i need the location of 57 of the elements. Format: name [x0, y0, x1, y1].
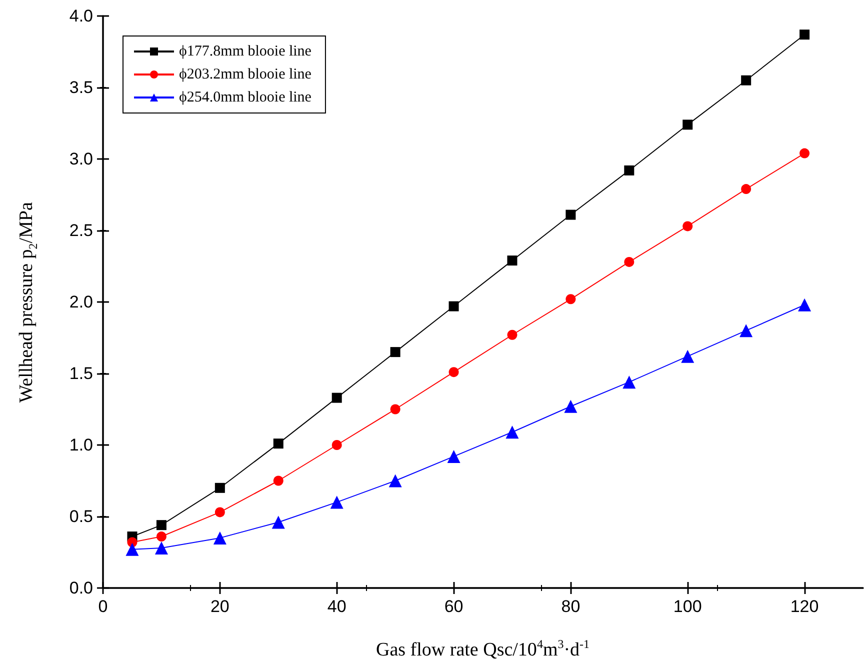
point [741, 75, 752, 86]
point [682, 221, 693, 232]
x-tick-label: 60 [444, 597, 464, 616]
y-tick-label: 3.5 [69, 78, 93, 97]
y-tick-label: 0.0 [69, 578, 93, 598]
x-tick-label: 20 [210, 597, 230, 616]
point [447, 450, 460, 463]
x-tick-label: 80 [561, 597, 580, 616]
point [507, 256, 518, 266]
x-tick-label: 100 [673, 597, 702, 616]
point [507, 330, 518, 340]
x-tick-label: 0 [98, 597, 108, 616]
point [682, 120, 693, 130]
point [566, 210, 576, 220]
point [624, 256, 634, 267]
point [273, 476, 284, 486]
point [213, 531, 226, 544]
point [681, 350, 694, 363]
point [448, 367, 459, 378]
y-tick-label: 0.5 [69, 507, 93, 526]
point [214, 507, 225, 518]
point [154, 541, 168, 554]
point [330, 496, 344, 509]
x-tick-label: 120 [790, 597, 819, 616]
point [126, 542, 139, 556]
legend-label: ϕ177.8mm blooie line [179, 44, 312, 60]
y-tick-label: 4.0 [69, 6, 93, 26]
y-tick-label: 1.0 [69, 436, 93, 454]
point [448, 301, 459, 312]
point [332, 392, 342, 403]
point [566, 294, 576, 304]
point [273, 438, 284, 449]
point [272, 516, 285, 529]
point [798, 298, 812, 312]
y-tick-label: 2.5 [69, 221, 93, 240]
point [506, 426, 519, 439]
y-tick-label: 3.0 [69, 150, 93, 168]
legend-label: ϕ203.2mm blooie line [179, 66, 312, 82]
point [332, 440, 342, 450]
point [156, 520, 166, 530]
point [390, 347, 400, 358]
y-tick-label: 1.5 [69, 364, 93, 383]
point [156, 532, 166, 542]
point [622, 376, 636, 389]
point [800, 30, 810, 40]
point [388, 474, 402, 488]
point [564, 400, 578, 413]
point [214, 482, 225, 493]
x-axis-title: Gas flow rate Qsc/10$^{4}$m$^{3}$·d$^{-1}$ [376, 637, 590, 662]
point [740, 324, 753, 338]
point [800, 148, 810, 158]
legend-label: ϕ254.0mm blooie line [179, 90, 312, 106]
point [624, 165, 634, 176]
x-tick-label: 40 [327, 597, 346, 616]
y-tick-label: 2.0 [69, 292, 93, 312]
point [390, 404, 400, 414]
point [741, 184, 752, 194]
